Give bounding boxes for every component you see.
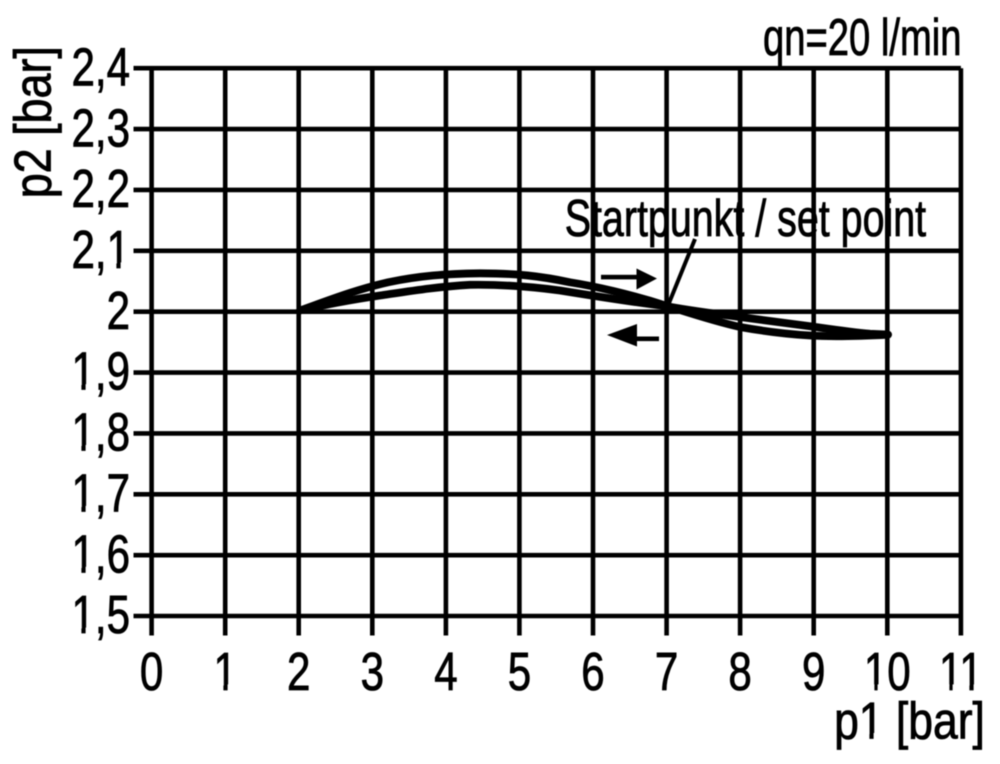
svg-text:7: 7	[655, 642, 678, 702]
svg-text:qn=20 l/min: qn=20 l/min	[763, 8, 961, 66]
svg-text:9: 9	[802, 642, 825, 702]
svg-text:1,7: 1,7	[71, 464, 130, 524]
svg-text:4: 4	[434, 642, 457, 702]
svg-text:10: 10	[864, 642, 911, 702]
svg-text:1,6: 1,6	[71, 524, 130, 584]
svg-text:8: 8	[728, 642, 751, 702]
svg-text:0: 0	[140, 642, 163, 702]
svg-text:5: 5	[508, 642, 531, 702]
svg-text:11: 11	[939, 642, 983, 702]
svg-text:2,1: 2,1	[71, 220, 130, 280]
svg-text:p1 [bar]: p1 [bar]	[834, 692, 985, 750]
svg-text:2,2: 2,2	[71, 159, 130, 219]
svg-text:3: 3	[361, 642, 384, 702]
svg-text:6: 6	[581, 642, 604, 702]
svg-text:2,3: 2,3	[71, 98, 130, 158]
svg-text:1: 1	[213, 642, 236, 702]
svg-text:2,4: 2,4	[71, 37, 130, 97]
svg-text:Startpunkt / set point: Startpunkt / set point	[565, 189, 927, 248]
svg-text:p2 [bar]: p2 [bar]	[4, 46, 62, 198]
svg-text:1,5: 1,5	[71, 585, 130, 645]
svg-text:1,8: 1,8	[71, 403, 130, 463]
svg-text:2: 2	[107, 281, 130, 341]
svg-text:2: 2	[287, 642, 310, 702]
svg-text:1,9: 1,9	[71, 342, 130, 402]
